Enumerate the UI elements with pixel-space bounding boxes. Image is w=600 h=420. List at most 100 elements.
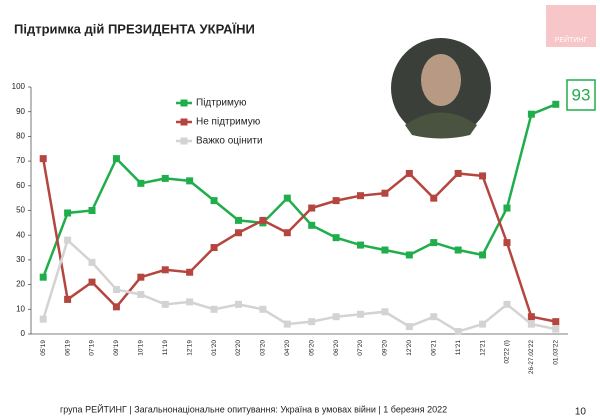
callout-label: 93 [572,85,591,104]
point [527,313,535,321]
point [479,320,487,328]
point [137,290,145,298]
logo-box [546,5,596,47]
point [64,295,72,303]
point [39,315,47,323]
point [381,189,389,197]
point [552,100,560,108]
legend-marker [180,99,188,107]
point [357,310,365,318]
y-tick-label: 30 [16,255,25,264]
point [39,273,47,281]
x-tick-label: 06'20 [333,340,340,356]
legend-label: Підтримую [196,98,247,109]
point [259,216,267,224]
x-tick-label: 12'21 [479,340,486,356]
x-tick-label: 11'21 [455,340,462,356]
point [332,313,340,321]
point [430,313,438,321]
point [405,323,413,331]
point [357,241,365,249]
point [186,177,194,185]
point [479,251,487,259]
point [186,268,194,276]
callout-box [566,79,596,111]
logo: РЕЙТИНГ [555,35,588,44]
point [259,305,267,313]
point [552,325,560,333]
point [430,194,438,202]
point [503,300,511,308]
y-tick-label: 60 [16,181,25,190]
series-line [41,158,557,323]
y-tick-label: 20 [16,280,25,289]
point [161,266,169,274]
point [332,197,340,205]
point [381,246,389,254]
portrait-body [405,112,477,139]
point [112,286,120,294]
x-tick-label: 10'19 [138,340,145,356]
point [112,303,120,311]
point [479,172,487,180]
point [137,273,145,281]
legend-marker [180,137,188,145]
point [308,204,316,212]
x-tick-label: 05'20 [308,340,315,356]
footer: група РЕЙТИНГ | Загальнонаціональне опит… [60,403,447,414]
legend-label: Важко оцінити [196,136,263,147]
y-tick-label: 90 [16,107,25,116]
x-tick-label: 04'20 [284,340,291,356]
point [161,300,169,308]
point [503,204,511,212]
point [357,192,365,200]
point [161,174,169,182]
point [527,320,535,328]
point [39,155,47,163]
point [454,328,462,336]
point [210,305,218,313]
point [283,320,291,328]
series-line [42,103,557,278]
x-tick-label: 06'21 [430,340,437,356]
point [234,300,242,308]
chart-title: Підтримка дій ПРЕЗИДЕНТА УКРАЇНИ [14,21,255,36]
point [454,246,462,254]
y-tick-label: 40 [16,230,25,239]
x-tick-label: 26-27.02'22 [528,340,535,375]
y-tick-label: 50 [16,206,25,215]
point [430,239,438,247]
x-tick-label: 12'19 [186,340,193,356]
page-number: 10 [575,407,587,418]
x-tick-label: 09'19 [113,340,120,356]
portrait-face [421,54,461,106]
legend-label: Не підтримую [196,117,261,128]
x-tick-label: 01'20 [211,340,218,356]
point [308,221,316,229]
point [186,298,194,306]
point [64,236,72,244]
y-tick-label: 10 [16,304,25,313]
point [527,110,535,118]
x-tick-label: 03'20 [260,340,267,356]
point [405,169,413,177]
x-tick-label: 02'20 [235,340,242,356]
y-tick-label: 70 [16,156,25,165]
point [234,216,242,224]
x-tick-label: 11'19 [162,340,169,356]
point [283,194,291,202]
point [332,234,340,242]
point [454,169,462,177]
x-tick-label: 06'19 [64,340,71,356]
point [234,229,242,237]
y-tick-label: 100 [12,82,26,91]
point [503,239,511,247]
point [210,197,218,205]
point [88,207,96,214]
series-line [42,237,557,333]
x-tick-label: 09'20 [382,340,389,356]
legend-marker [180,118,188,126]
x-tick-label: 05'19 [40,340,47,356]
x-tick-label: 02'22 (I) [504,340,511,364]
